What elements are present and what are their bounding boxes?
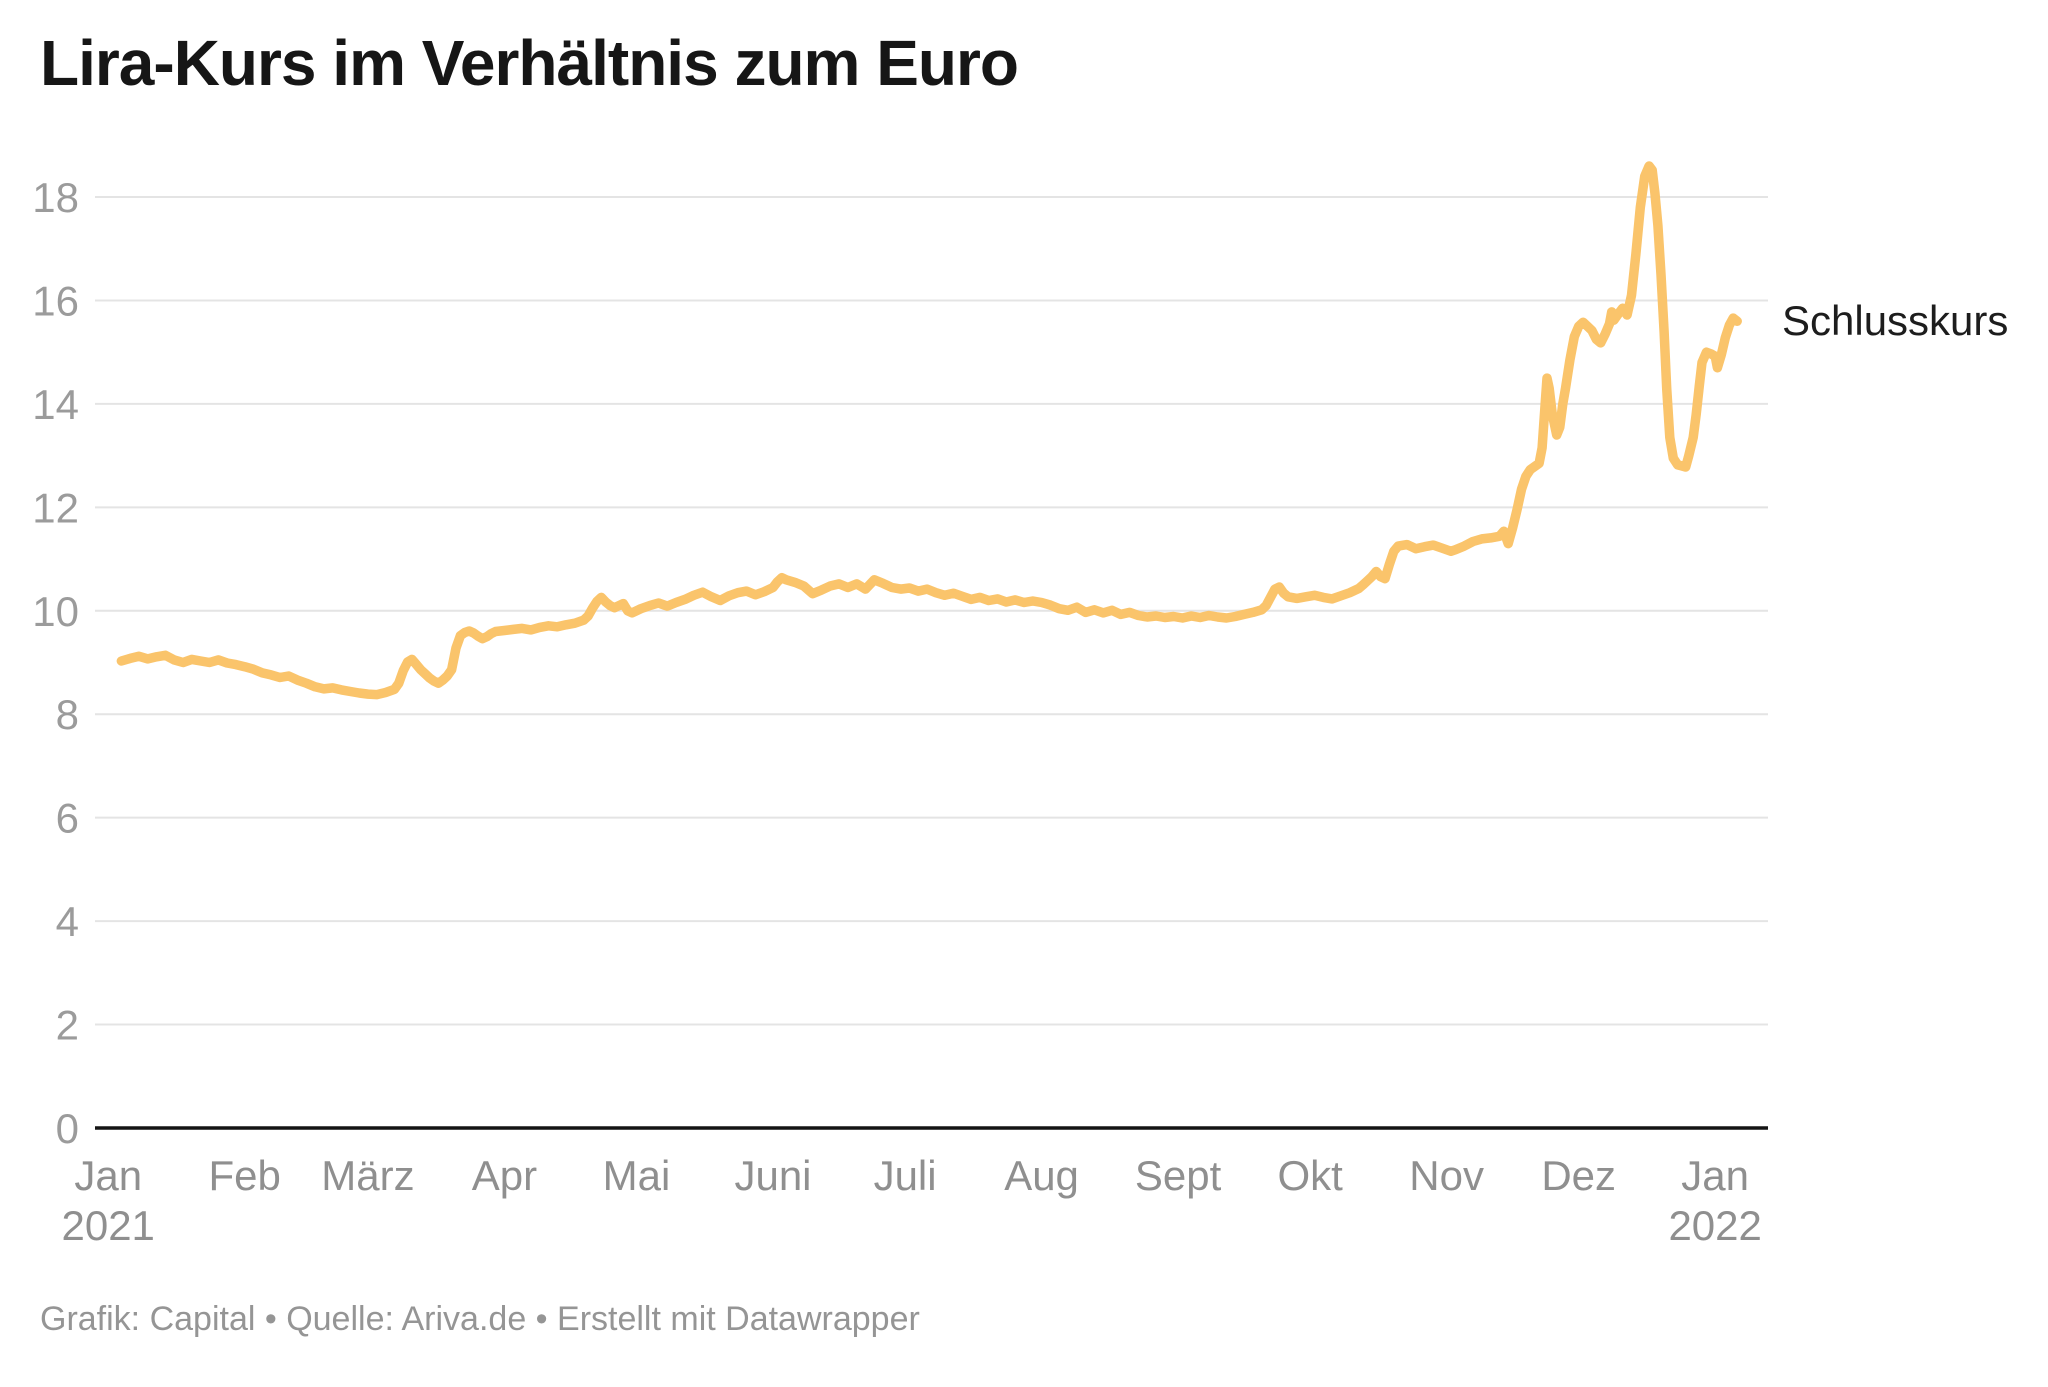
- y-tick-label: 10: [32, 588, 79, 635]
- x-tick-year-label: 2022: [1668, 1202, 1761, 1249]
- x-tick-label: Dez: [1541, 1152, 1616, 1199]
- x-tick-label: Juni: [734, 1152, 811, 1199]
- x-tick-label: März: [321, 1152, 414, 1199]
- y-tick-label: 14: [32, 381, 79, 428]
- x-tick-label: Apr: [472, 1152, 537, 1199]
- y-tick-label: 6: [56, 795, 79, 842]
- x-tick-label: Feb: [209, 1152, 281, 1199]
- y-tick-label: 0: [56, 1105, 79, 1152]
- x-tick-label: Sept: [1135, 1152, 1222, 1199]
- y-axis-labels: 0 2 4 6 8 10 12 14 16 18: [32, 174, 79, 1152]
- x-tick-year-label: 2021: [61, 1202, 154, 1249]
- x-tick-label: Nov: [1409, 1152, 1484, 1199]
- x-tick-label: Okt: [1277, 1152, 1343, 1199]
- y-tick-label: 2: [56, 1002, 79, 1049]
- attribution-footer: Grafik: Capital • Quelle: Ariva.de • Ers…: [40, 1300, 920, 1338]
- chart-title: Lira-Kurs im Verhältnis zum Euro: [40, 27, 1019, 99]
- y-tick-label: 12: [32, 484, 79, 531]
- schlusskurs-line: [116, 161, 1742, 700]
- series-end-label: Schlusskurs: [1782, 297, 2008, 344]
- x-tick-label: Jan: [1681, 1152, 1749, 1199]
- x-tick-label: Jan: [74, 1152, 142, 1199]
- y-tick-label: 8: [56, 691, 79, 738]
- y-tick-label: 18: [32, 174, 79, 221]
- x-tick-label: Mai: [603, 1152, 671, 1199]
- gridlines: [95, 196, 1768, 1130]
- y-tick-label: 4: [56, 898, 79, 945]
- x-tick-label: Juli: [874, 1152, 937, 1199]
- y-tick-label: 16: [32, 277, 79, 324]
- x-tick-label: Aug: [1004, 1152, 1079, 1199]
